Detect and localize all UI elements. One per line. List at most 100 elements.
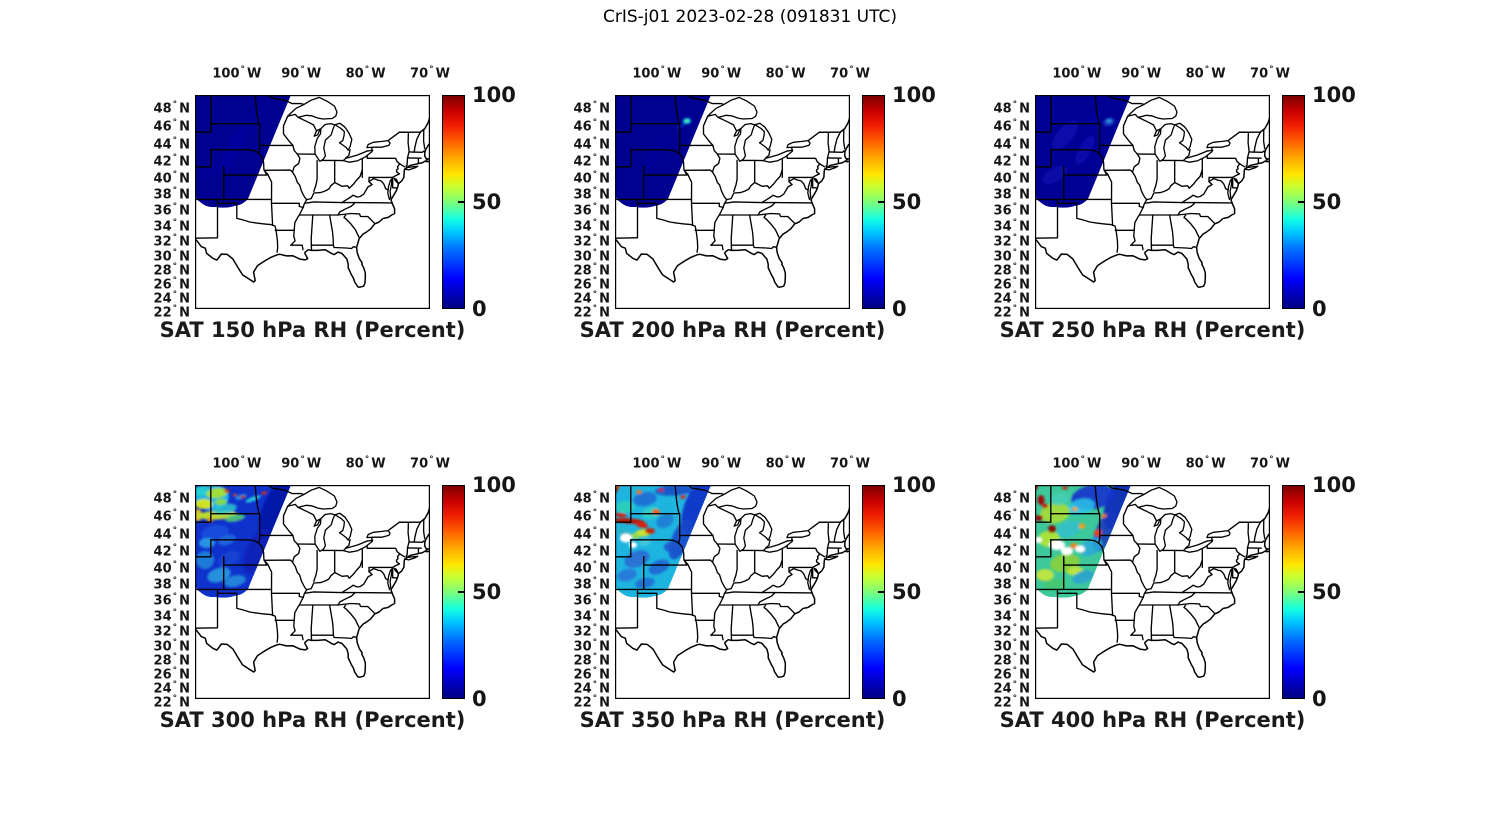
map-frame	[1035, 485, 1270, 699]
lat-tick-label: 38° N	[980, 184, 1030, 202]
lat-tick-label: 42° N	[560, 151, 610, 169]
colorbar-mid-tick	[458, 201, 464, 203]
tick-text: N	[599, 490, 610, 506]
lat-tick-label: 34° N	[980, 216, 1030, 234]
tick-text: 46	[993, 119, 1012, 135]
satellite-swath	[1035, 95, 1131, 208]
satellite-swath	[195, 95, 291, 208]
tick-text: N	[599, 577, 610, 593]
tick-text: 100	[632, 456, 660, 472]
tick-text: 70	[1250, 66, 1269, 82]
lake-huron	[1174, 122, 1193, 151]
tick-text: 46	[153, 119, 172, 135]
lon-tick-label: 80° W	[1171, 453, 1241, 472]
tick-text: °	[1269, 455, 1274, 465]
panel-sat-350-hpa: 100° W 90° W 80° W 70° W 48° N 46° N 44° N 42° N 40° N 38°…	[560, 445, 950, 745]
tick-text: °	[172, 136, 178, 147]
tick-text: °	[592, 560, 598, 571]
lon-tick-label: 70° W	[395, 453, 465, 472]
tick-text: N	[179, 638, 190, 654]
tick-text: N	[1019, 638, 1030, 654]
colorbar-tick-label: 50	[472, 190, 502, 214]
tick-text: N	[179, 119, 190, 135]
lakes-and-bays	[707, 486, 839, 591]
tick-text: W	[1146, 456, 1162, 472]
lon-tick-label: 70° W	[1235, 63, 1305, 82]
lake-michigan	[314, 512, 336, 552]
swath-rh-texture	[1035, 485, 1131, 592]
tick-text: °	[592, 694, 598, 704]
lake-huron	[334, 512, 353, 541]
lon-tick-label: 100° W	[202, 453, 272, 472]
tick-text: W	[1086, 456, 1102, 472]
tick-text: °	[1012, 99, 1018, 110]
tick-text: N	[179, 187, 190, 203]
tick-text: °	[1012, 666, 1018, 677]
tick-text: °	[172, 489, 178, 500]
tick-text: °	[592, 276, 598, 287]
tick-text: °	[1012, 202, 1018, 213]
panel-sat-150-hpa: 100° W 90° W 80° W 70° W 48° N 46° N 44° N 42° N 40° N 38°…	[140, 55, 530, 355]
colorbar	[442, 95, 465, 309]
tick-text: °	[660, 65, 665, 75]
tick-text: 70	[410, 456, 429, 472]
lon-tick-label: 90° W	[686, 63, 756, 82]
colorbar	[862, 95, 885, 309]
tick-text: °	[172, 99, 178, 110]
tick-text: 90	[281, 66, 300, 82]
tick-text: W	[371, 456, 386, 472]
tick-text: W	[726, 456, 742, 472]
map-frame	[615, 95, 850, 309]
tick-text: °	[172, 637, 178, 648]
tick-text: °	[172, 186, 178, 197]
tick-text: N	[1019, 219, 1030, 235]
lat-tick-label: 32° N	[560, 621, 610, 639]
tick-text: 70	[1250, 456, 1269, 472]
lat-tick-label: 38° N	[980, 574, 1030, 592]
green-bay	[313, 128, 321, 137]
tick-text: °	[172, 680, 178, 691]
tick-text: °	[592, 576, 598, 587]
tick-text: °	[1012, 652, 1018, 663]
colorbar-tick-label: 50	[892, 190, 922, 214]
lat-tick-label: 32° N	[980, 621, 1030, 639]
tick-text: 90	[701, 456, 720, 472]
colorbar-tick-label: 100	[472, 473, 516, 497]
tick-text: 48	[153, 490, 172, 506]
lat-tick-label: 48° N	[980, 98, 1030, 116]
tick-text: °	[172, 247, 178, 258]
tick-text: 32	[993, 624, 1012, 640]
tick-text: °	[172, 652, 178, 663]
tick-text: N	[599, 100, 610, 116]
lat-tick-label: 28° N	[560, 260, 610, 278]
lake-erie	[1182, 149, 1214, 163]
tick-text: N	[1019, 609, 1030, 625]
tick-text: °	[1012, 186, 1018, 197]
tick-text: 32	[573, 624, 592, 640]
lat-tick-label: 40° N	[140, 168, 190, 186]
tick-text: N	[179, 263, 190, 279]
lat-tick-label: 30° N	[140, 636, 190, 654]
coastline	[615, 115, 850, 288]
tick-text: 46	[573, 509, 592, 525]
tick-text: °	[300, 455, 305, 465]
lon-tick-label: 80° W	[1171, 63, 1241, 82]
tick-text: °	[1012, 508, 1018, 519]
tick-text: °	[1012, 576, 1018, 587]
tick-text: 28	[153, 653, 172, 669]
tick-text: °	[172, 217, 178, 228]
tick-text: W	[666, 456, 682, 472]
tick-text: 42	[153, 544, 172, 560]
tick-text: 90	[701, 66, 720, 82]
coastline	[195, 115, 430, 288]
colorbar-tick-label: 0	[1312, 687, 1327, 711]
lat-tick-label: 44° N	[560, 134, 610, 152]
tick-text: N	[179, 100, 190, 116]
lat-tick-label: 38° N	[140, 574, 190, 592]
colorbar	[1282, 95, 1305, 309]
map-plot-200-hpa	[615, 95, 850, 309]
tick-text: °	[592, 136, 598, 147]
tick-text: W	[1275, 66, 1290, 82]
lake-ontario	[1206, 529, 1231, 539]
tick-text: °	[720, 65, 725, 75]
